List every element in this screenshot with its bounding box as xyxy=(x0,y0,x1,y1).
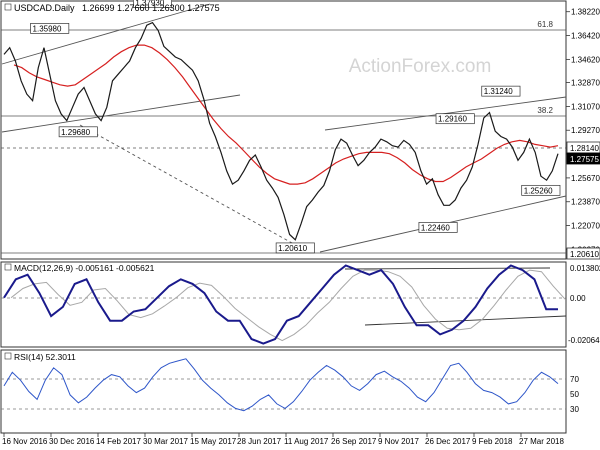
rsi-tick-70: 70 xyxy=(570,375,579,384)
annotation-label: 1.20610 xyxy=(278,244,307,253)
rsi-label-marker xyxy=(4,352,12,360)
ohlc-readout: 1.26699 1.27660 1.26300 1.27575 xyxy=(82,3,220,13)
main-y-tick-label: 1.25670 xyxy=(571,174,600,183)
annotation-box xyxy=(418,222,458,233)
annotation-label: 1.37930 xyxy=(135,0,164,8)
fib-38-2-label: 38.2 xyxy=(537,106,553,115)
annotation-box xyxy=(435,113,475,125)
macd-tick-bottom: -0.020648 xyxy=(568,336,600,345)
main-y-tick-label: 1.23870 xyxy=(571,198,600,207)
x-tick-label: 9 Nov 2017 xyxy=(378,437,419,446)
main-y-tick-label: 1.32870 xyxy=(571,79,600,88)
x-tick-label: 16 Nov 2016 xyxy=(2,437,48,446)
annotation-box xyxy=(132,0,172,8)
level-box-120610 xyxy=(566,247,600,260)
x-tick-label: 15 May 2017 xyxy=(190,437,237,446)
rsi-label: RSI(14) 52.3011 xyxy=(14,352,76,362)
macd-tick-zero: 0.00 xyxy=(570,294,586,303)
x-tick-label: 30 Dec 2016 xyxy=(49,437,95,446)
level-box-127575 xyxy=(566,152,600,165)
annotation-box xyxy=(521,184,561,196)
main-y-tick-label: 1.22070 xyxy=(571,222,600,231)
main-y-axis: 1.38220 1.36420 1.34620 1.32870 1.31070 1.292… xyxy=(566,8,600,254)
x-tick-label: 28 Jun 2017 xyxy=(237,437,282,446)
price-annotations: 1.37930 1.35980 1.29680 1.29160 1.31240 1.252… xyxy=(30,0,561,254)
annotation-label: 1.25260 xyxy=(524,186,553,195)
main-y-tick-label: 1.31070 xyxy=(571,102,600,111)
annotation-label: 1.35980 xyxy=(33,24,62,33)
watermark: ActionForex.com xyxy=(349,56,492,77)
price-close-line xyxy=(3,21,559,241)
x-tick-label: 11 Aug 2017 xyxy=(284,437,329,446)
rsi-tick-30: 30 xyxy=(570,405,579,414)
level-box-127575-label: 1.27575 xyxy=(570,155,599,164)
macd-line xyxy=(3,264,558,345)
chart-title-marker xyxy=(4,3,12,11)
level-box-120610-label: 1.20610 xyxy=(570,250,599,259)
rsi-tick-50: 50 xyxy=(570,390,579,399)
macd-label-marker xyxy=(4,263,12,271)
annotation-box xyxy=(30,23,70,34)
macd-signal-line xyxy=(10,269,566,342)
macd-label: MACD(12,26,9) -0.005161 -0.005621 xyxy=(14,263,155,273)
level-box-128140-label: 1.28140 xyxy=(570,144,599,153)
x-tick-label: 26 Dec 2017 xyxy=(425,437,471,446)
x-tick-label: 30 Mar 2017 xyxy=(143,437,188,446)
fib-61-8-label: 61.8 xyxy=(537,20,553,29)
x-tick-label: 9 Feb 2018 xyxy=(472,437,513,446)
main-y-tick-label: 1.29270 xyxy=(571,126,600,135)
chart-title: USDCAD.Daily xyxy=(14,3,75,13)
price-series xyxy=(3,21,559,241)
annotation-label: 1.29680 xyxy=(61,128,90,137)
main-y-tick-label: 1.36420 xyxy=(571,32,600,41)
macd-bottom-trend-line xyxy=(364,315,567,326)
annotation-label: 1.31240 xyxy=(484,87,513,96)
main-y-tick-label: 1.38220 xyxy=(571,8,600,17)
annotation-label: 1.29160 xyxy=(438,115,467,124)
macd-tick-top: 0.013802 xyxy=(570,264,600,273)
x-axis: 16 Nov 2016 30 Dec 2016 14 Feb 2017 30 Mar … xyxy=(2,433,564,446)
channel-top-line xyxy=(1,3,211,65)
dashed-trend-line xyxy=(79,124,311,254)
annotation-box xyxy=(58,126,98,138)
x-tick-label: 26 Sep 2017 xyxy=(331,437,377,446)
annotation-box xyxy=(481,85,521,97)
main-y-tick-label: 1.34620 xyxy=(571,55,600,64)
annotation-box xyxy=(275,242,315,254)
x-tick-label: 27 Mar 2018 xyxy=(519,437,564,446)
annotation-label: 1.22460 xyxy=(421,223,450,232)
macd-panel-frame xyxy=(0,261,567,348)
x-tick-label: 14 Feb 2017 xyxy=(96,437,141,446)
rsi-line xyxy=(3,358,559,412)
price-moving-average-line xyxy=(13,44,559,185)
rsi-panel-frame xyxy=(0,349,567,434)
